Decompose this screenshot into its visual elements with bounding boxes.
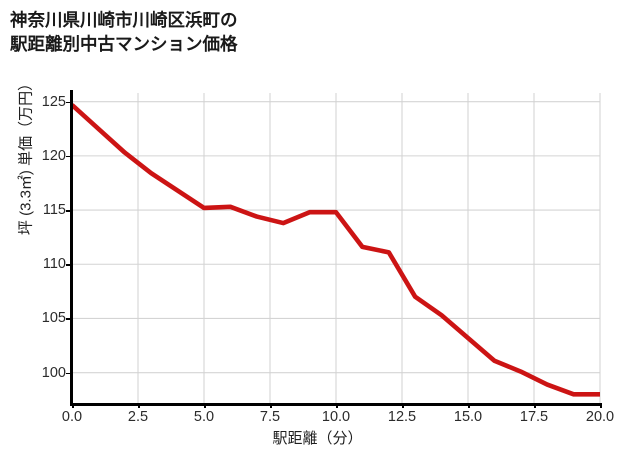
x-tick-mark [402, 403, 404, 408]
x-axis-ticklabels: 0.0 2.5 5.0 7.5 10.0 12.5 15.0 17.5 20.0 [62, 409, 614, 429]
y-axis-spine [70, 90, 73, 406]
x-tick-label: 17.5 [519, 409, 549, 425]
x-tick-mark [72, 403, 74, 408]
y-tick-label: 115 [42, 202, 66, 219]
x-axis-spine [70, 403, 601, 406]
line-series-坪単価 [70, 103, 600, 397]
grid-layer [71, 93, 601, 403]
y-axis-ticklabels: 100 105 110 115 120 125 [16, 93, 66, 403]
y-tick-label: 105 [41, 310, 66, 327]
y-tick-mark [66, 318, 71, 321]
y-tick-mark [66, 372, 71, 375]
x-tick-mark [138, 403, 140, 408]
y-tick-mark [66, 101, 71, 104]
y-tick-mark [66, 264, 71, 266]
y-tick-label: 110 [42, 256, 66, 273]
x-tick-mark [270, 403, 272, 408]
x-tick-label: 12.5 [387, 409, 417, 425]
chart-title: 神奈川県川崎市川崎区浜町の 駅距離別中古マンション価格 [10, 10, 238, 54]
x-tick-mark [534, 403, 536, 408]
x-tick-mark [204, 403, 206, 408]
y-tick-label: 100 [41, 364, 66, 381]
x-tick-mark [468, 403, 470, 408]
x-tick-label: 15.0 [453, 409, 483, 425]
data-layer [70, 103, 600, 397]
y-tick-mark [66, 155, 71, 158]
y-tick-label: 120 [41, 147, 66, 164]
x-tick-label: 2.5 [127, 409, 149, 425]
plot-area [70, 93, 601, 403]
x-axis-title-text: 駅距離（分） [272, 430, 363, 447]
x-tick-label: 7.5 [259, 409, 281, 425]
x-tick-label: 20.0 [585, 409, 615, 425]
x-tick-label: 0.0 [61, 409, 83, 425]
y-tick-mark [66, 210, 71, 212]
x-tick-label: 5.0 [193, 409, 215, 425]
x-tick-label: 10.0 [321, 409, 351, 425]
y-tick-label: 125 [41, 93, 66, 110]
x-tick-mark [336, 403, 338, 408]
x-axis-title: 駅距離（分） [0, 427, 621, 448]
x-tick-mark [600, 403, 602, 408]
y-axis-title: 坪 (3.3㎡) 単価（万円） [17, 75, 35, 236]
